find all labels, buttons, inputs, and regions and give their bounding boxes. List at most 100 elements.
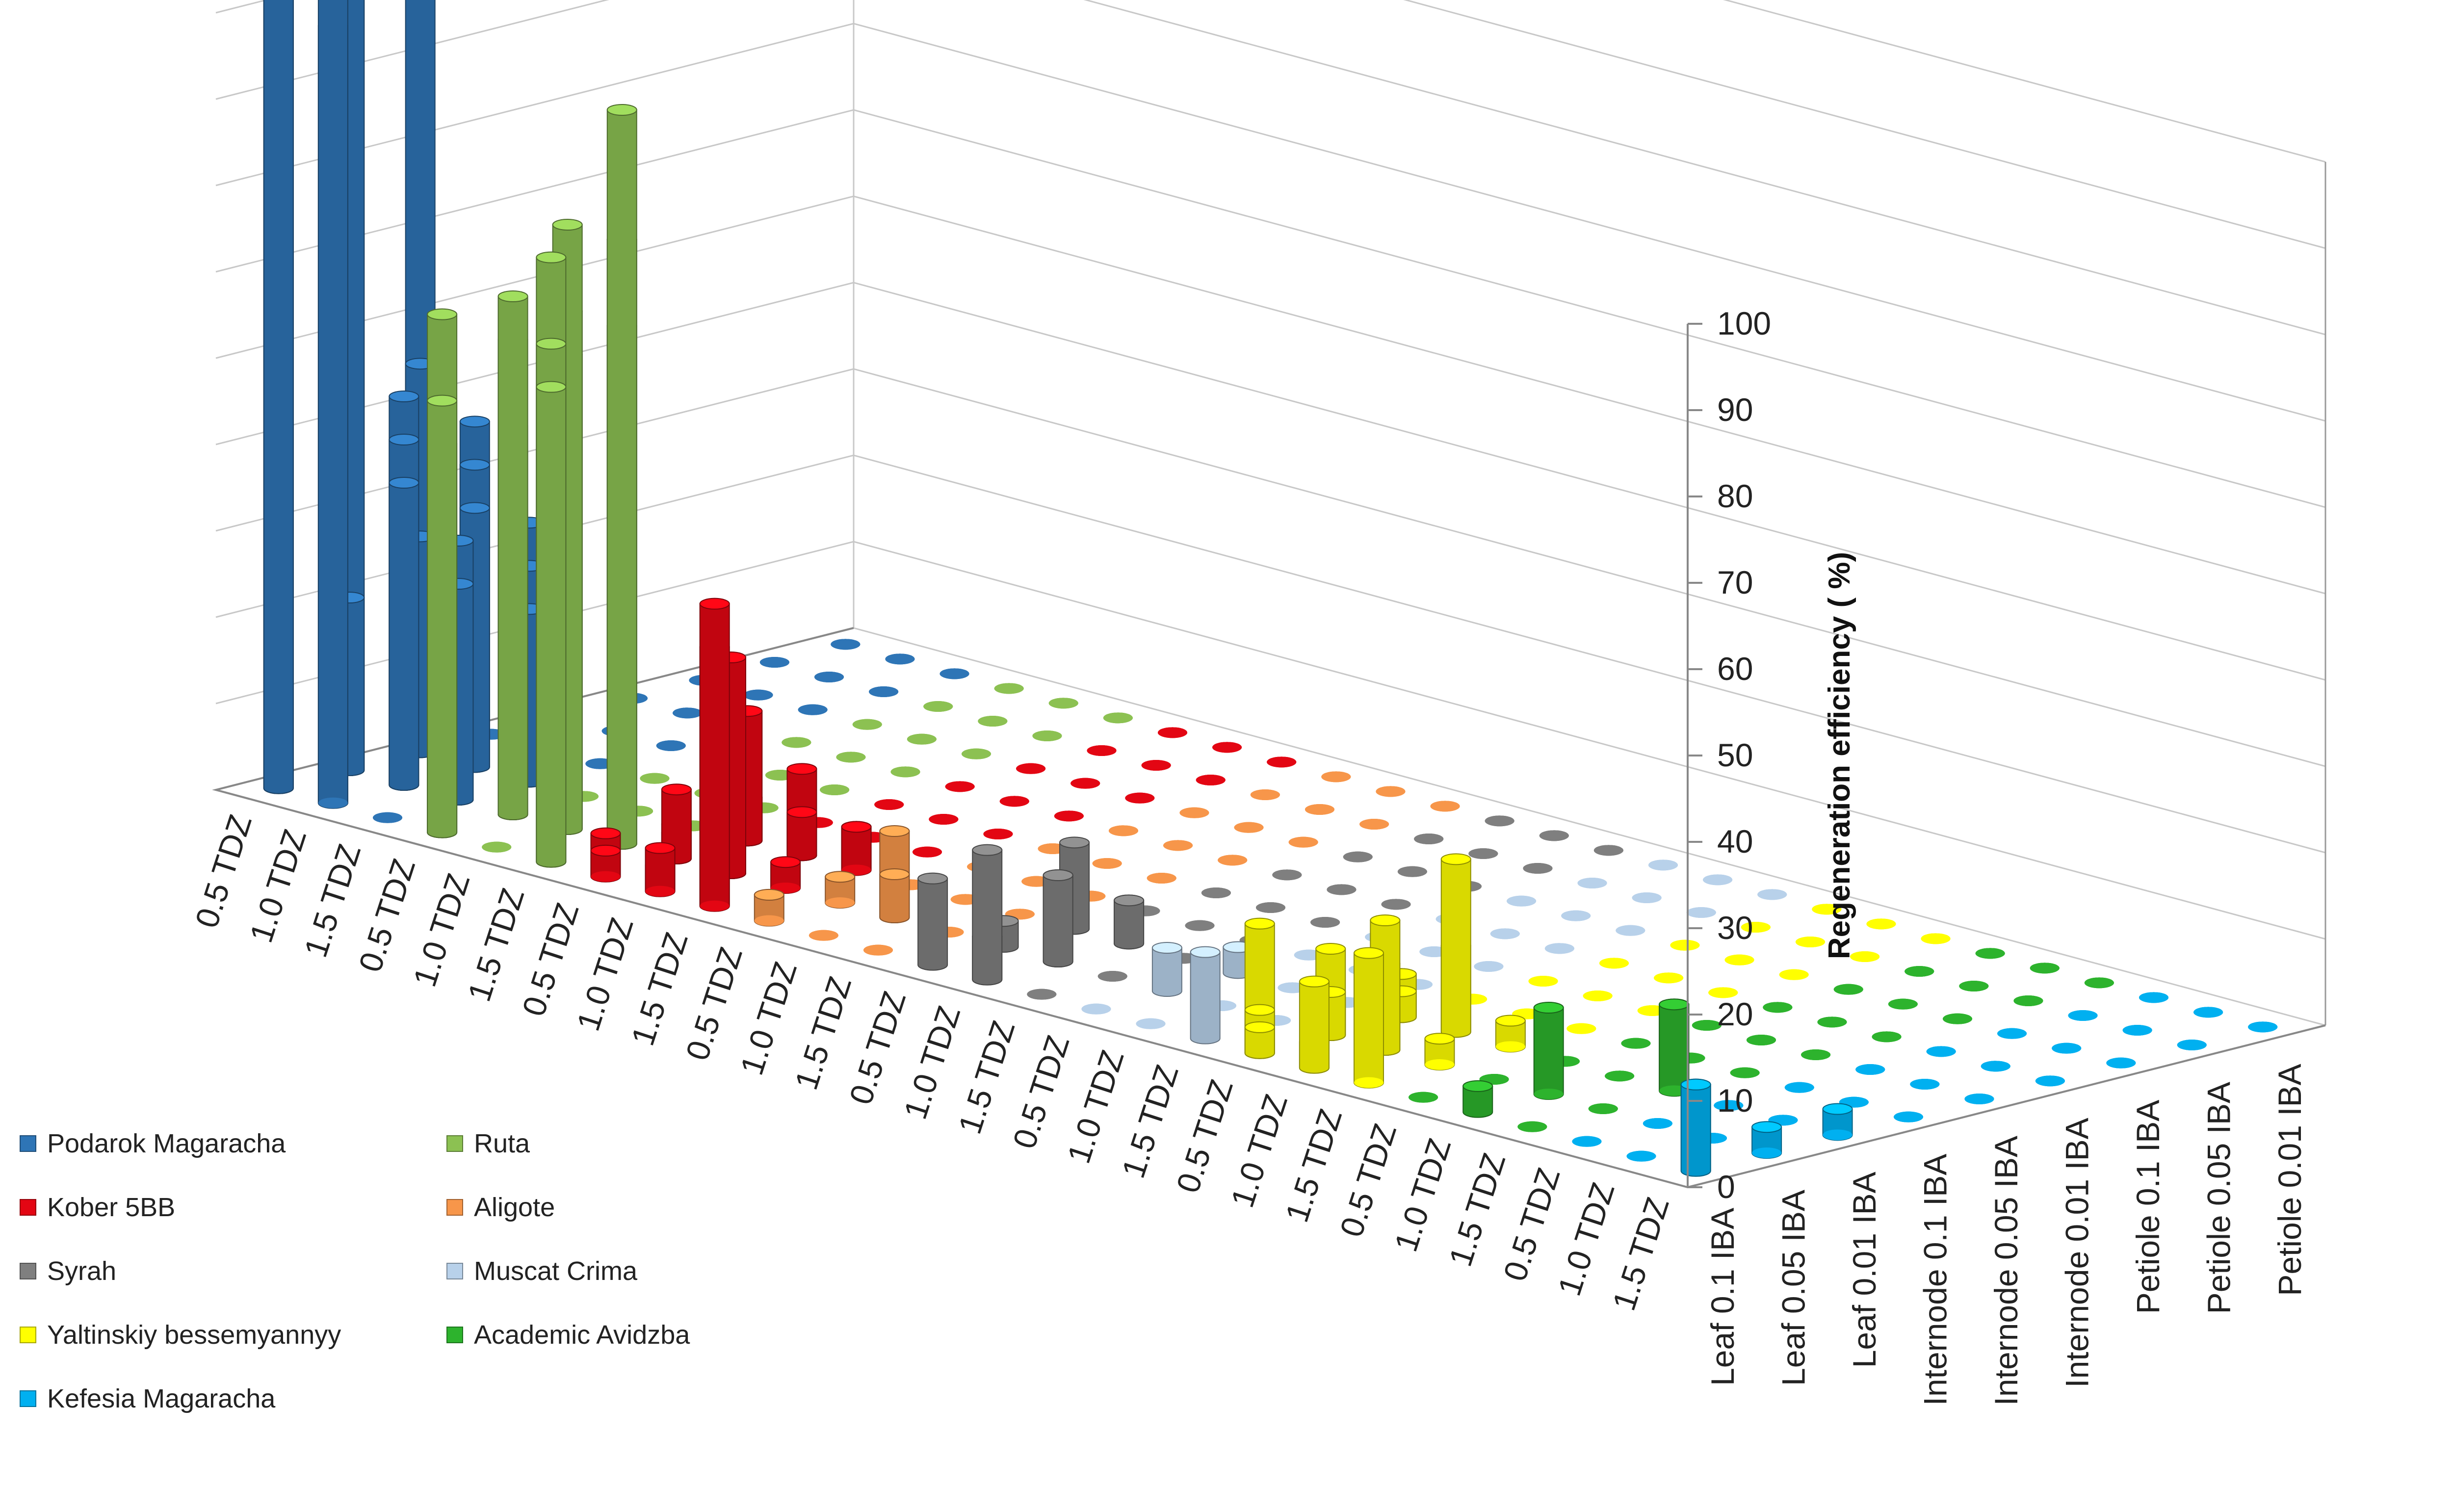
bar-body xyxy=(786,811,817,861)
bar-disc xyxy=(591,871,621,882)
bar-academic-avidzba xyxy=(2030,963,2060,974)
bar-yaltinskiy-bessemyannyy xyxy=(1779,969,1809,980)
bar-disc xyxy=(743,689,773,701)
z-tick-label: 100 xyxy=(1717,305,1771,341)
bar-syrah xyxy=(1272,869,1302,881)
bar-top xyxy=(841,821,872,833)
x-tick-label: 1.0 TDZ xyxy=(570,913,640,1035)
bar-top xyxy=(1190,946,1221,958)
bar-top xyxy=(1244,1004,1275,1016)
bar-body xyxy=(972,849,1003,986)
bar-body xyxy=(1354,952,1384,1089)
bar-disc xyxy=(1812,904,1842,915)
legend-swatch xyxy=(20,1263,36,1279)
bar-disc xyxy=(1561,910,1591,921)
bar-top xyxy=(1244,1021,1275,1033)
bar-top xyxy=(590,827,621,839)
bar-ruta xyxy=(782,737,811,748)
bar-disc xyxy=(798,704,828,715)
bar-aligote xyxy=(1288,836,1318,848)
bar-disc xyxy=(1539,830,1569,841)
bar-kober-5bb xyxy=(841,821,872,876)
bar-disc xyxy=(1981,1061,2010,1072)
bar-aligote xyxy=(1092,858,1122,869)
bar-top xyxy=(459,502,490,514)
bar-disc xyxy=(1425,1059,1455,1070)
bar-ruta xyxy=(978,716,1008,727)
bar-disc xyxy=(482,841,512,853)
bar-kefesia-magaracha xyxy=(1823,1129,1853,1141)
bar-aligote xyxy=(1147,873,1176,884)
bar-yaltinskiy-bessemyannyy xyxy=(1583,991,1613,1001)
bar-top xyxy=(1244,917,1275,930)
bar-academic-avidzba xyxy=(1833,984,1863,995)
bar-yaltinskiy-bessemyannyy xyxy=(1599,958,1629,969)
z-tick-label: 0 xyxy=(1717,1169,1735,1205)
bar-aligote xyxy=(1234,822,1264,833)
bar-podarok-magaracha xyxy=(885,653,915,665)
bar-top xyxy=(786,763,817,775)
x-tick-label: 1.5 TDZ xyxy=(951,1016,1022,1138)
bar-disc xyxy=(962,748,991,759)
bar-ruta xyxy=(923,701,953,712)
bar-disc xyxy=(863,944,893,956)
bar-disc xyxy=(2013,995,2043,1006)
bar-kober-5bb xyxy=(913,846,942,858)
bar-disc xyxy=(1730,1067,1760,1078)
bar-muscat-crima xyxy=(1507,895,1537,907)
bar-syrah xyxy=(1593,845,1623,856)
bar-podarok-magaracha xyxy=(939,668,969,679)
bar-yaltinskiy-bessemyannyy xyxy=(1812,904,1842,915)
bar-top xyxy=(459,459,490,471)
bar-disc xyxy=(1779,969,1809,980)
bar-disc xyxy=(1185,920,1215,931)
bar-disc xyxy=(1103,712,1133,724)
z-tick-label: 40 xyxy=(1717,823,1753,860)
bar-academic-avidzba xyxy=(1621,1038,1651,1049)
bar-kefesia-magaracha xyxy=(1855,1064,1885,1075)
bar-top xyxy=(1659,998,1690,1011)
bar-top xyxy=(1680,1078,1711,1091)
bar-top xyxy=(536,338,567,350)
bar-muscat-crima xyxy=(1577,878,1607,888)
x-tick-label: 1.0 TDZ xyxy=(733,957,804,1079)
bar-disc xyxy=(700,900,730,912)
legend-swatch xyxy=(20,1135,36,1152)
bar-disc xyxy=(1616,925,1645,936)
bar-muscat-crima xyxy=(1544,943,1574,954)
bar-top xyxy=(770,856,801,868)
legend-label: Aligote xyxy=(474,1193,555,1222)
bar-disc xyxy=(869,686,899,697)
bar-podarok-magaracha xyxy=(743,689,773,701)
bar-podarok-magaracha xyxy=(814,672,844,682)
bar-aligote xyxy=(1218,855,1248,866)
bar-podarok-magaracha xyxy=(759,657,789,668)
y-tick-label: Petiole 0.05 IBA xyxy=(2200,1082,2237,1314)
bar-top xyxy=(1151,942,1182,954)
bar-disc xyxy=(1643,1118,1672,1129)
bar-podarok-magaracha xyxy=(263,0,294,794)
bar-syrah xyxy=(1397,866,1427,877)
bar-academic-avidzba xyxy=(1534,1089,1564,1099)
bar-disc xyxy=(656,740,686,751)
x-tick-label: 1.5 TDZ xyxy=(787,972,858,1094)
bar-top xyxy=(427,308,458,320)
bar-ruta xyxy=(482,841,512,853)
bar-kober-5bb xyxy=(1016,763,1046,774)
bar-disc xyxy=(673,707,703,719)
bar-disc xyxy=(1599,958,1629,969)
bar-aligote xyxy=(1359,819,1389,830)
legend-swatch xyxy=(446,1135,463,1152)
y-tick-label: Internode 0.05 IBA xyxy=(1988,1136,2024,1406)
bar-disc xyxy=(1905,966,1934,977)
bar-academic-avidzba xyxy=(1409,1092,1438,1103)
bar-disc xyxy=(1376,786,1406,797)
bar-muscat-crima xyxy=(1151,942,1182,997)
bar-disc xyxy=(1714,1100,1744,1111)
bar-top xyxy=(1495,1015,1526,1027)
bar-kefesia-magaracha xyxy=(2122,1025,2152,1036)
bar-top xyxy=(1424,1033,1455,1045)
bar-top xyxy=(879,825,910,837)
bar-top xyxy=(754,888,784,901)
